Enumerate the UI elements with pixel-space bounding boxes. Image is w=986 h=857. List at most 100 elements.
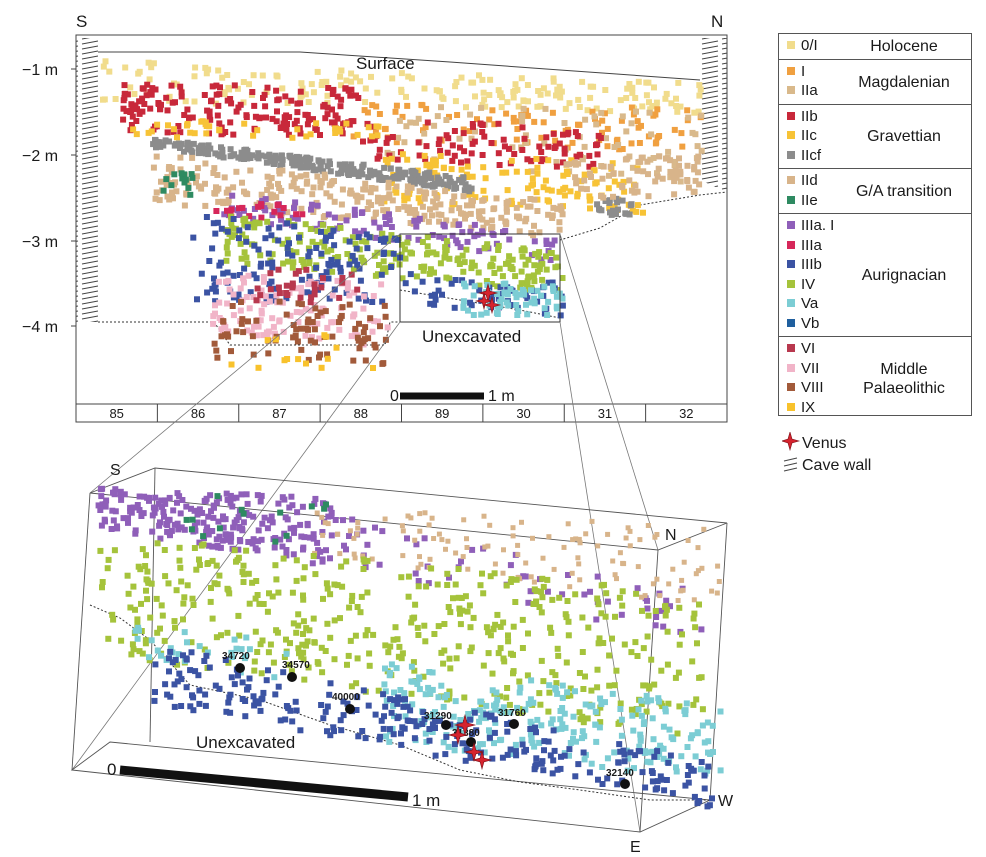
artifact-point (461, 517, 467, 523)
artifact-point (298, 205, 305, 212)
artifact-point (122, 64, 129, 71)
artifact-point (169, 659, 176, 666)
artifact-point (371, 219, 378, 226)
artifact-point (355, 95, 362, 101)
artifact-point (255, 364, 262, 371)
artifact-point (224, 331, 230, 338)
artifact-point (271, 208, 278, 215)
artifact-point (679, 577, 685, 583)
artifact-point (580, 719, 587, 726)
artifact-point (276, 224, 283, 231)
artifact-point (233, 645, 240, 652)
artifact-point (648, 131, 655, 138)
artifact-point (327, 555, 333, 562)
artifact-point (497, 299, 504, 306)
artifact-point (282, 716, 289, 723)
artifact-point (357, 609, 364, 616)
artifact-point (243, 235, 249, 242)
legend-culture-name: G/A transition (855, 183, 953, 200)
artifact-point (668, 100, 675, 107)
artifact-point (399, 113, 406, 120)
artifact-point (205, 513, 212, 520)
artifact-point (476, 215, 483, 222)
artifact-point (336, 319, 342, 326)
artifact-point (337, 551, 343, 557)
artifact-point (466, 128, 473, 135)
artifact-point (479, 570, 485, 577)
artifact-point (148, 128, 155, 135)
artifact-point (163, 94, 170, 101)
artifact-point (257, 641, 264, 648)
artifact-point (553, 254, 560, 261)
artifact-point (358, 254, 365, 261)
artifact-point (464, 608, 471, 615)
artifact-point (108, 526, 115, 532)
artifact-point (471, 221, 478, 228)
artifact-point (172, 99, 178, 106)
artifact-point (510, 623, 517, 630)
artifact-point (262, 293, 269, 300)
artifact-point (257, 292, 264, 299)
artifact-point (212, 288, 219, 295)
artifact-point (328, 319, 335, 326)
artifact-point (475, 208, 482, 215)
artifact-point (594, 666, 601, 673)
artifact-point (256, 600, 263, 607)
artifact-point (425, 182, 432, 189)
artifact-point (161, 547, 168, 553)
artifact-point (316, 354, 322, 361)
artifact-point (264, 84, 271, 91)
artifact-point (404, 195, 411, 202)
artifact-point (498, 214, 505, 221)
artifact-point (293, 707, 300, 714)
artifact-point (681, 559, 687, 565)
artifact-point (308, 206, 314, 213)
artifact-point (210, 220, 217, 227)
artifact-point (190, 694, 197, 701)
artifact-point (275, 207, 282, 214)
artifact-point (512, 289, 519, 296)
artifact-point (336, 326, 343, 333)
artifact-point (171, 521, 178, 528)
artifact-point (477, 741, 483, 748)
artifact-point (627, 543, 633, 549)
artifact-point (430, 249, 437, 256)
artifact-point (302, 332, 309, 339)
artifact-point (464, 163, 471, 170)
artifact-point (640, 209, 646, 216)
artifact-point (324, 111, 331, 118)
artifact-point (465, 184, 472, 191)
artifact-point (462, 215, 468, 222)
artifact-point (395, 206, 402, 212)
artifact-point (476, 248, 483, 255)
artifact-point (244, 500, 251, 507)
artifact-point (604, 598, 611, 605)
artifact-point (519, 616, 526, 623)
artifact-point (576, 561, 582, 567)
artifact-point (293, 309, 300, 315)
artifact-point (691, 793, 698, 800)
artifact-point (527, 196, 534, 202)
artifact-point (678, 753, 685, 760)
artifact-point (190, 234, 197, 241)
artifact-point (133, 118, 140, 124)
artifact-point (550, 727, 557, 734)
artifact-point (285, 250, 291, 257)
artifact-point (353, 245, 360, 252)
legend-swatch (787, 66, 795, 75)
artifact-point (579, 649, 586, 655)
artifact-point (672, 167, 679, 174)
artifact-point (224, 207, 230, 214)
artifact-point (355, 295, 362, 302)
artifact-point (328, 246, 335, 253)
artifact-point (421, 263, 428, 270)
artifact-point (405, 235, 412, 241)
artifact-point (221, 89, 228, 96)
artifact-point (314, 510, 320, 516)
artifact-point (533, 156, 540, 162)
artifact-point (213, 347, 220, 354)
artifact-point (258, 260, 265, 267)
artifact-point (289, 214, 296, 221)
artifact-point (217, 544, 224, 551)
artifact-point (445, 538, 451, 544)
